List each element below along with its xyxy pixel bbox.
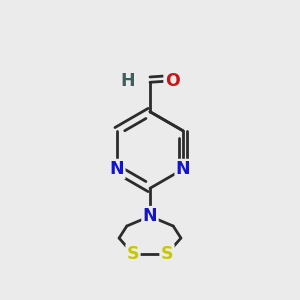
- Text: S: S: [161, 245, 173, 263]
- Text: N: N: [176, 160, 190, 178]
- Text: O: O: [165, 72, 179, 90]
- Text: N: N: [110, 160, 124, 178]
- Text: N: N: [143, 207, 157, 225]
- Text: S: S: [127, 245, 139, 263]
- Text: H: H: [121, 72, 135, 90]
